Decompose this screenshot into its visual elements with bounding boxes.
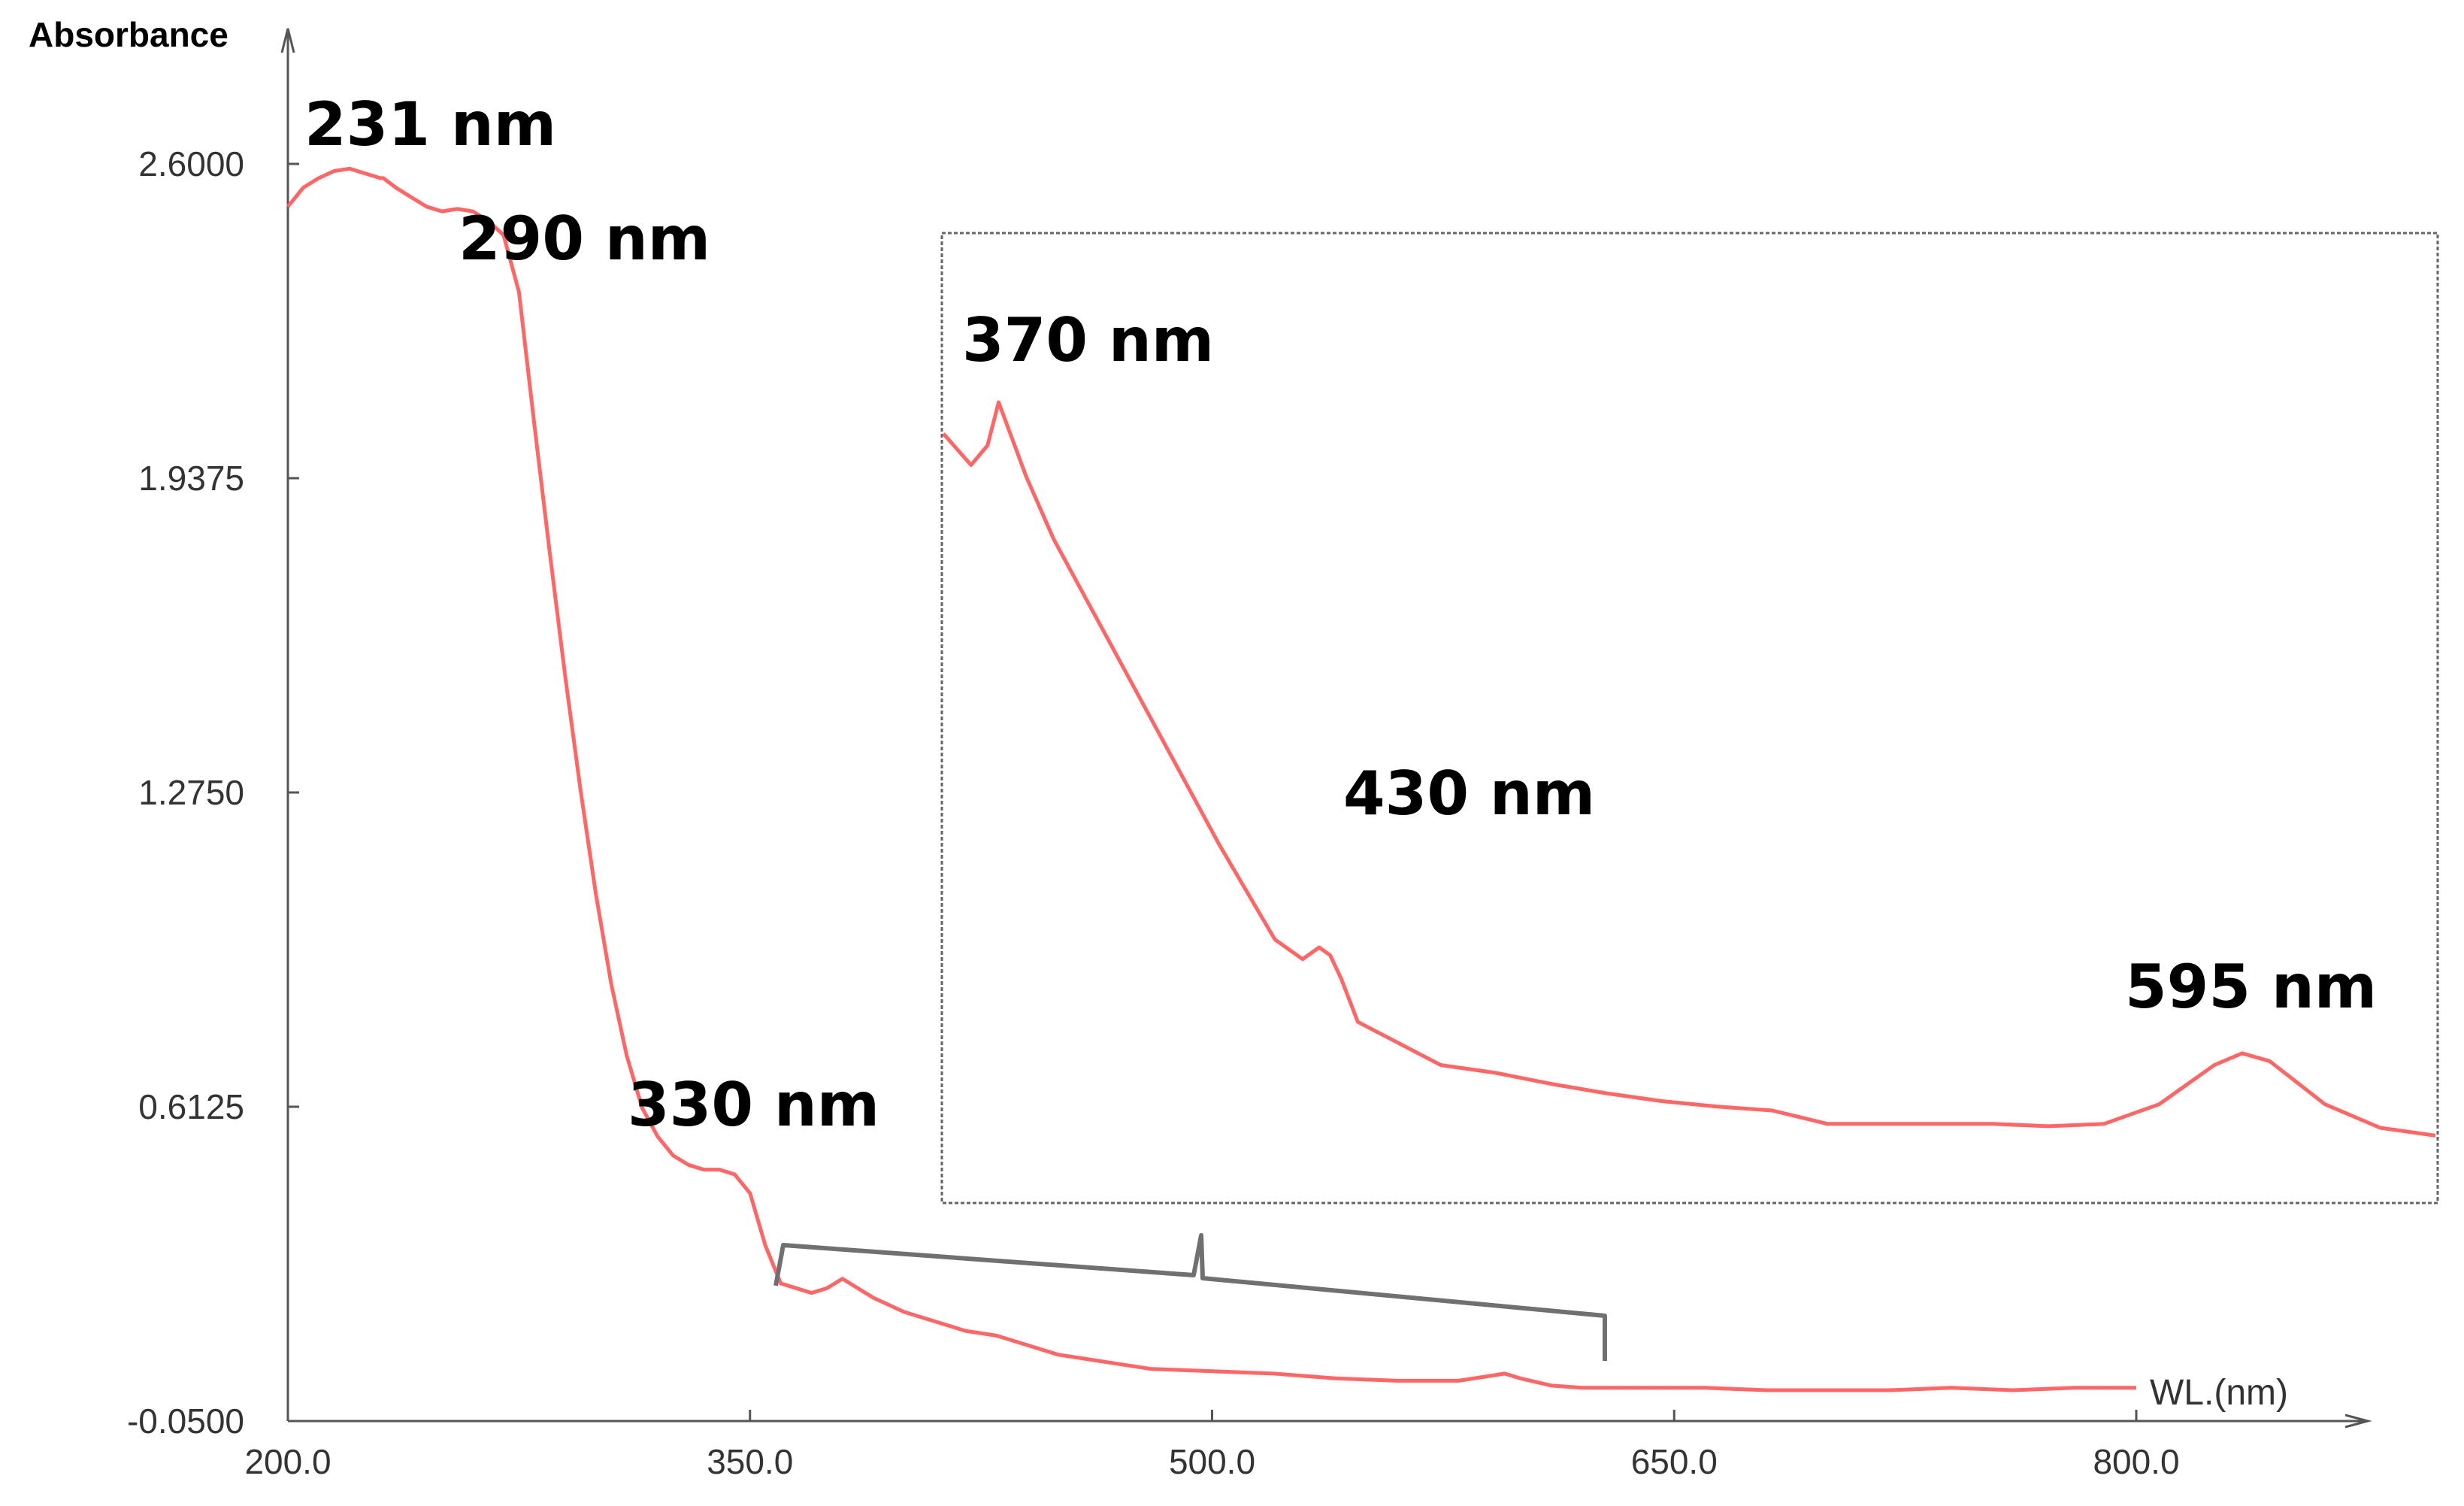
x-tick-label: 500.0 — [1169, 1442, 1255, 1481]
y-tick-label: 0.6125 — [138, 1087, 244, 1126]
x-tick-label: 200.0 — [244, 1442, 331, 1481]
y-tick-label: 2.6000 — [138, 144, 244, 183]
y-tick-label: 1.9375 — [138, 459, 244, 498]
x-tick-label: 650.0 — [1631, 1442, 1718, 1481]
annotation-290nm: 290 nm — [459, 204, 710, 274]
annotation-370nm: 370 nm — [962, 305, 1214, 375]
y-tick-label: -0.0500 — [127, 1401, 244, 1441]
inset-series-line — [942, 400, 2436, 1138]
y-ticks: -0.0500 0.6125 1.2750 1.9375 2.6000 — [127, 144, 299, 1441]
x-tick-label: 800.0 — [2093, 1442, 2179, 1481]
x-axis-title: WL.(nm) — [2150, 1373, 2288, 1413]
annotation-330nm: 330 nm — [628, 1070, 879, 1140]
absorbance-series-line — [286, 166, 2136, 1392]
inset-frame — [940, 232, 2439, 1204]
y-axis-title: Absorbance — [29, 15, 229, 54]
x-ticks: 200.0 350.0 500.0 650.0 800.0 — [244, 1410, 2180, 1481]
annotation-430nm: 430 nm — [1343, 759, 1595, 829]
x-tick-label: 350.0 — [707, 1442, 793, 1481]
x-axis-arrow — [2344, 1414, 2372, 1429]
zoom-bracket — [773, 1233, 1607, 1361]
y-axis-arrow — [280, 28, 295, 53]
annotation-231nm: 231 nm — [304, 89, 556, 159]
annotation-595nm: 595 nm — [2125, 952, 2377, 1022]
y-tick-label: 1.2750 — [138, 773, 244, 812]
